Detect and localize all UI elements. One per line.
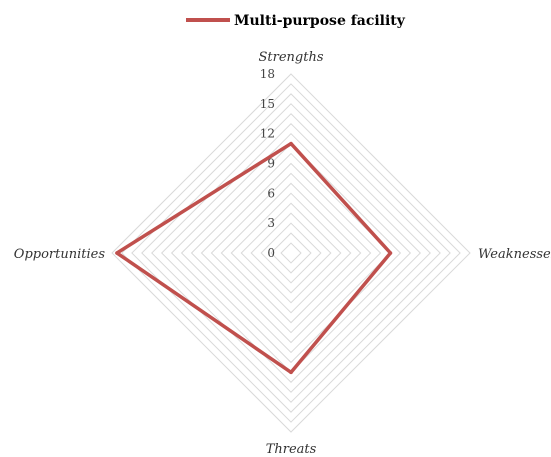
axis-label-opportunities: Opportunities: [14, 247, 106, 262]
radar-grid: [111, 73, 471, 433]
axis-labels: Strengths Weaknesses Threats Opportuniti…: [14, 50, 551, 457]
grid-ring: [111, 73, 471, 433]
grid-ring: [240, 202, 342, 304]
tick-label: 9: [267, 157, 275, 171]
tick-label: 6: [267, 186, 275, 200]
grid-ring: [220, 182, 362, 324]
tick-label: 3: [267, 216, 275, 230]
tick-labels: 0 3 6 9 12 15 18: [260, 67, 275, 260]
grid-ring: [190, 152, 392, 354]
grid-ring: [260, 222, 322, 284]
tick-label: 15: [260, 97, 275, 111]
tick-label: 0: [267, 246, 275, 260]
grid-ring: [200, 162, 382, 344]
axis-label-threats: Threats: [266, 442, 317, 457]
tick-label: 12: [260, 127, 275, 141]
axis-label-weaknesses: Weaknesses: [478, 247, 551, 262]
grid-ring: [230, 192, 352, 314]
grid-ring: [270, 232, 312, 274]
axis-label-strengths: Strengths: [259, 50, 324, 65]
data-point-threats: [289, 370, 293, 375]
legend-label: Multi-purpose facility: [234, 13, 406, 29]
tick-label: 18: [260, 67, 275, 81]
data-point-opportunities: [115, 251, 119, 255]
grid-ring: [141, 103, 441, 403]
grid-ring: [121, 83, 461, 423]
data-point-weaknesses: [388, 251, 393, 255]
data-series: [115, 141, 393, 375]
legend: Multi-purpose facility: [186, 13, 406, 29]
grid-ring: [161, 123, 421, 383]
grid-ring: [210, 172, 372, 334]
grid-ring: [151, 113, 431, 393]
grid-ring: [280, 242, 302, 264]
data-point-strengths: [289, 141, 293, 146]
grid-ring: [131, 93, 451, 413]
grid-ring: [250, 212, 332, 294]
grid-ring: [170, 132, 412, 374]
series-line-multi-purpose-facility: [115, 141, 393, 375]
grid-ring: [180, 142, 402, 364]
